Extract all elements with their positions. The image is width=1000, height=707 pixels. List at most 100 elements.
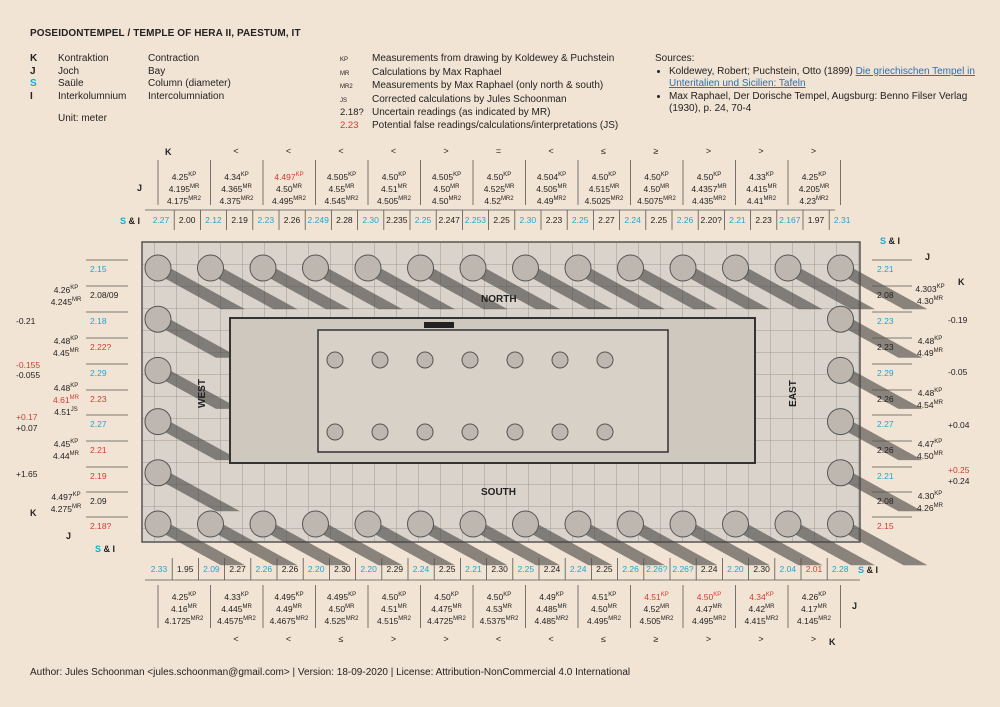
south-si-value: 2.09 bbox=[203, 564, 220, 574]
east-si-value: 2.23 bbox=[877, 316, 894, 326]
column bbox=[354, 254, 382, 282]
south-si-value: 2.29 bbox=[386, 564, 404, 574]
inner-column bbox=[326, 423, 344, 441]
north-bay-cell: 4.50KP 4.51MR 4.505MR2 bbox=[377, 171, 411, 206]
south-si-value: 2.20 bbox=[307, 564, 325, 574]
north-si-value: 2.21 bbox=[729, 215, 746, 225]
column bbox=[144, 254, 172, 282]
east-k-value: +0.25 bbox=[948, 465, 970, 475]
column bbox=[354, 510, 382, 538]
shadow bbox=[303, 524, 403, 566]
south-si-value: 2.21 bbox=[465, 564, 482, 574]
column bbox=[144, 408, 172, 436]
column bbox=[774, 510, 802, 538]
south-si-value: 2.20 bbox=[727, 564, 744, 574]
west-k-value: -0.155 bbox=[16, 360, 41, 370]
north-si-value: 2.25 bbox=[493, 215, 510, 225]
south-j-label: J bbox=[852, 601, 858, 611]
shadow bbox=[408, 268, 508, 310]
shadow bbox=[251, 524, 350, 566]
north-si-value: 1.97 bbox=[807, 215, 825, 225]
south-bay-cell: 4.51KP 4.52MR 4.505MR2 bbox=[639, 591, 674, 626]
source-link[interactable]: Die griechischen Tempel in Unteritalien … bbox=[669, 65, 975, 90]
legend-row-i: I Interkolumnium Intercolumniation bbox=[30, 90, 225, 102]
west-si-value: 2.09 bbox=[90, 496, 107, 506]
east-si-value: 2.26 bbox=[877, 445, 894, 455]
shadow bbox=[723, 524, 823, 566]
north-si-value: 2.00 bbox=[178, 215, 196, 225]
east-k-value: +0.24 bbox=[948, 476, 970, 486]
column bbox=[827, 408, 854, 436]
west-bay-cell: 4.48KP 4.45MR bbox=[53, 335, 79, 358]
sources-block: Sources: Koldewey, Robert; Puchstein, Ot… bbox=[655, 53, 975, 116]
north-k-symbol: < bbox=[390, 146, 397, 156]
shadow bbox=[671, 524, 770, 566]
east-k-value: -0.05 bbox=[948, 367, 968, 377]
column bbox=[459, 510, 487, 538]
east-si-value: 2.21 bbox=[877, 471, 894, 481]
south-bay-cell: 4.26KP 4.17MR 4.145MR2 bbox=[797, 591, 831, 626]
south-si-label: S & I bbox=[858, 565, 879, 575]
column bbox=[774, 254, 802, 282]
inner-column bbox=[461, 351, 479, 369]
south-bay-cell: 4.34KP 4.42MR 4.415MR2 bbox=[744, 591, 779, 626]
inner-column bbox=[551, 423, 569, 441]
inner-column bbox=[326, 351, 344, 369]
source-item: Koldewey, Robert; Puchstein, Otto (1899)… bbox=[669, 66, 975, 91]
column bbox=[197, 254, 224, 282]
inner-column bbox=[506, 423, 524, 441]
north-bay-cell: 4.25KP 4.205MR 4.23MR2 bbox=[798, 171, 830, 206]
shadow bbox=[461, 524, 560, 566]
south-bay-cell: 4.50KP 4.47MR 4.495MR2 bbox=[692, 591, 726, 626]
legend-row-j: J Joch Bay bbox=[30, 65, 166, 77]
south-si-value: 2.04 bbox=[779, 564, 797, 574]
legend-row-k: K Kontraktion Contraction bbox=[30, 53, 200, 64]
column bbox=[302, 254, 329, 282]
north-bay-cell: 4.505KP 4.50MR 4.50MR2 bbox=[431, 171, 462, 206]
north-k-symbol: > bbox=[810, 146, 817, 156]
inner-column bbox=[596, 351, 614, 369]
north-k-label: K bbox=[165, 147, 172, 157]
north-si-value: 2.12 bbox=[205, 215, 222, 225]
column bbox=[512, 510, 539, 538]
east-k-label: K bbox=[958, 277, 965, 287]
south-k-symbol: < bbox=[495, 634, 502, 644]
east-si-value: 2.26 bbox=[877, 394, 894, 404]
south-si-value: 2.26? bbox=[672, 564, 694, 574]
south-k-symbol: > bbox=[443, 634, 449, 644]
south-k-symbol: < bbox=[548, 634, 554, 644]
column bbox=[512, 254, 539, 282]
north-k-symbol: < bbox=[233, 146, 239, 156]
inner-column bbox=[506, 351, 524, 369]
shadow bbox=[146, 370, 240, 409]
west-j-label: J bbox=[66, 531, 72, 541]
west-si-value: 2.15 bbox=[90, 264, 107, 274]
shadow bbox=[198, 524, 298, 566]
south-bay-cell: 4.50KP 4.53MR 4.5375MR2 bbox=[479, 591, 519, 626]
shadow bbox=[146, 524, 245, 566]
north-si-value: 2.23 bbox=[755, 215, 772, 225]
column bbox=[144, 459, 172, 487]
label-west: WEST bbox=[196, 379, 208, 408]
north-si-value: 2.26 bbox=[676, 215, 694, 225]
west-k-value: +1.65 bbox=[16, 469, 38, 479]
north-si-value: 2.30 bbox=[519, 215, 537, 225]
column bbox=[197, 510, 224, 538]
north-bay-cell: 4.50KP 4.515MR 4.5025MR2 bbox=[584, 171, 624, 206]
label-north: NORTH bbox=[481, 294, 517, 305]
shadow bbox=[461, 268, 560, 310]
south-k-symbol: ≤ bbox=[338, 634, 344, 644]
inner-column bbox=[371, 423, 389, 441]
column bbox=[564, 510, 592, 538]
south-si-value: 2.26? bbox=[646, 564, 668, 574]
west-bay-cell: 4.48KP 4.61MR 4.51JS bbox=[53, 382, 79, 417]
south-bay-cell: 4.495KP 4.49MR 4.4675MR2 bbox=[269, 591, 309, 626]
shadow bbox=[776, 524, 875, 566]
north-si-value: 2.253 bbox=[464, 215, 487, 225]
west-si-value: 2.18? bbox=[90, 521, 112, 531]
south-si-value: 1.95 bbox=[176, 564, 194, 574]
west-k-value: +0.17 bbox=[16, 412, 38, 422]
west-bay-cell: 4.497KP 4.275MR bbox=[50, 491, 82, 514]
column bbox=[564, 254, 592, 282]
south-k-symbol: > bbox=[390, 634, 397, 644]
